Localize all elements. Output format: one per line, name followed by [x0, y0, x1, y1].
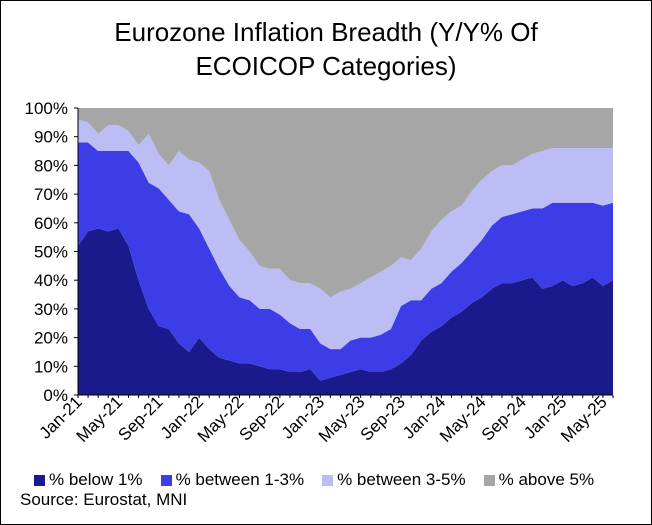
legend-swatch-between-3-5 — [322, 474, 334, 486]
legend-label-between-1-3: % between 1-3% — [175, 470, 305, 489]
legend-item-below-1: % below 1% — [34, 470, 143, 490]
x-tick-label: May-21 — [73, 392, 127, 446]
y-tick-label: 10% — [34, 357, 68, 376]
x-tick-label: Sep-23 — [357, 392, 409, 444]
x-tick-label: May-22 — [194, 392, 248, 446]
y-tick-label: 80% — [34, 156, 68, 175]
y-tick-label: 60% — [34, 214, 68, 233]
x-tick-label: Sep-21 — [114, 392, 166, 444]
y-tick-label: 40% — [34, 271, 68, 290]
x-tick-label: May-24 — [436, 392, 490, 446]
y-tick-label: 30% — [34, 300, 68, 319]
x-tick-label: Sep-22 — [236, 392, 288, 444]
x-tick-label: May-23 — [315, 392, 369, 446]
y-tick-label: 20% — [34, 329, 68, 348]
area-series-2 — [78, 142, 613, 381]
legend-label-above-5: % above 5% — [498, 470, 595, 489]
legend-swatch-above-5 — [483, 474, 495, 486]
y-tick-label: 70% — [34, 185, 68, 204]
area-series-1 — [78, 228, 613, 395]
area-series-4 — [78, 108, 613, 298]
chart-title-line-2: ECOICOP Categories) — [195, 51, 457, 81]
y-tick-label: 90% — [34, 128, 68, 147]
chart-title: Eurozone Inflation Breadth (Y/Y% Of ECOI… — [0, 15, 652, 83]
legend: % below 1% % between 1-3% % between 3-5%… — [34, 470, 634, 490]
x-tick-label: Sep-24 — [478, 392, 530, 444]
legend-swatch-between-1-3 — [160, 474, 172, 486]
chart-title-line-1: Eurozone Inflation Breadth (Y/Y% Of — [114, 17, 538, 47]
y-tick-label: 0% — [43, 386, 68, 405]
legend-item-between-1-3: % between 1-3% — [160, 470, 305, 490]
legend-label-between-3-5: % between 3-5% — [337, 470, 466, 489]
legend-swatch-below-1 — [34, 474, 45, 486]
legend-item-above-5: % above 5% — [483, 470, 595, 490]
stacked-area-chart: 0%10%20%30%40%50%60%70%80%90%100%Jan-21M… — [25, 99, 614, 446]
source-note: Source: Eurostat, MNI — [20, 490, 188, 509]
legend-item-between-3-5: % between 3-5% — [322, 470, 466, 490]
area-series-3 — [78, 119, 613, 350]
x-tick-label: May-25 — [557, 392, 611, 446]
legend-label-below-1: % below 1% — [49, 470, 143, 489]
y-tick-label: 100% — [25, 99, 68, 118]
y-tick-label: 50% — [34, 243, 68, 262]
